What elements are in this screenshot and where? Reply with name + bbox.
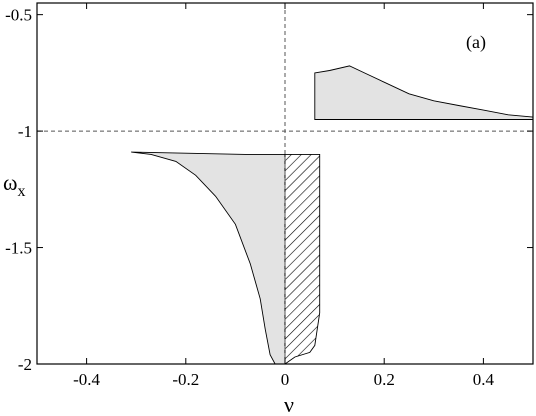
reference-lines (37, 3, 533, 364)
axis-ticks: -0.4 -0.2 0 0.2 0.4 -0.5 -1 -1.5 -2 (5, 3, 533, 389)
y-tick-label: -0.5 (5, 6, 32, 25)
y-tick-label: -2 (18, 355, 32, 374)
x-tick-label: -0.2 (172, 370, 199, 389)
x-tick-label: 0 (281, 370, 290, 389)
y-axis-label-subscript: x (17, 183, 25, 200)
stability-regions (131, 65, 533, 364)
y-tick-label: -1 (18, 122, 32, 141)
x-tick-label: 0.2 (374, 370, 395, 389)
x-axis-label: ν (284, 392, 294, 416)
y-axis-label-main: ω (3, 170, 17, 195)
x-tick-label: 0.4 (473, 370, 495, 389)
region-1 (131, 151, 286, 364)
y-axis-label: ωx (3, 170, 25, 200)
region-2 (284, 153, 321, 364)
x-tick-label: -0.4 (73, 370, 100, 389)
region-3 (314, 65, 533, 120)
y-tick-label: -1.5 (5, 239, 32, 258)
panel-label: (a) (466, 32, 486, 53)
